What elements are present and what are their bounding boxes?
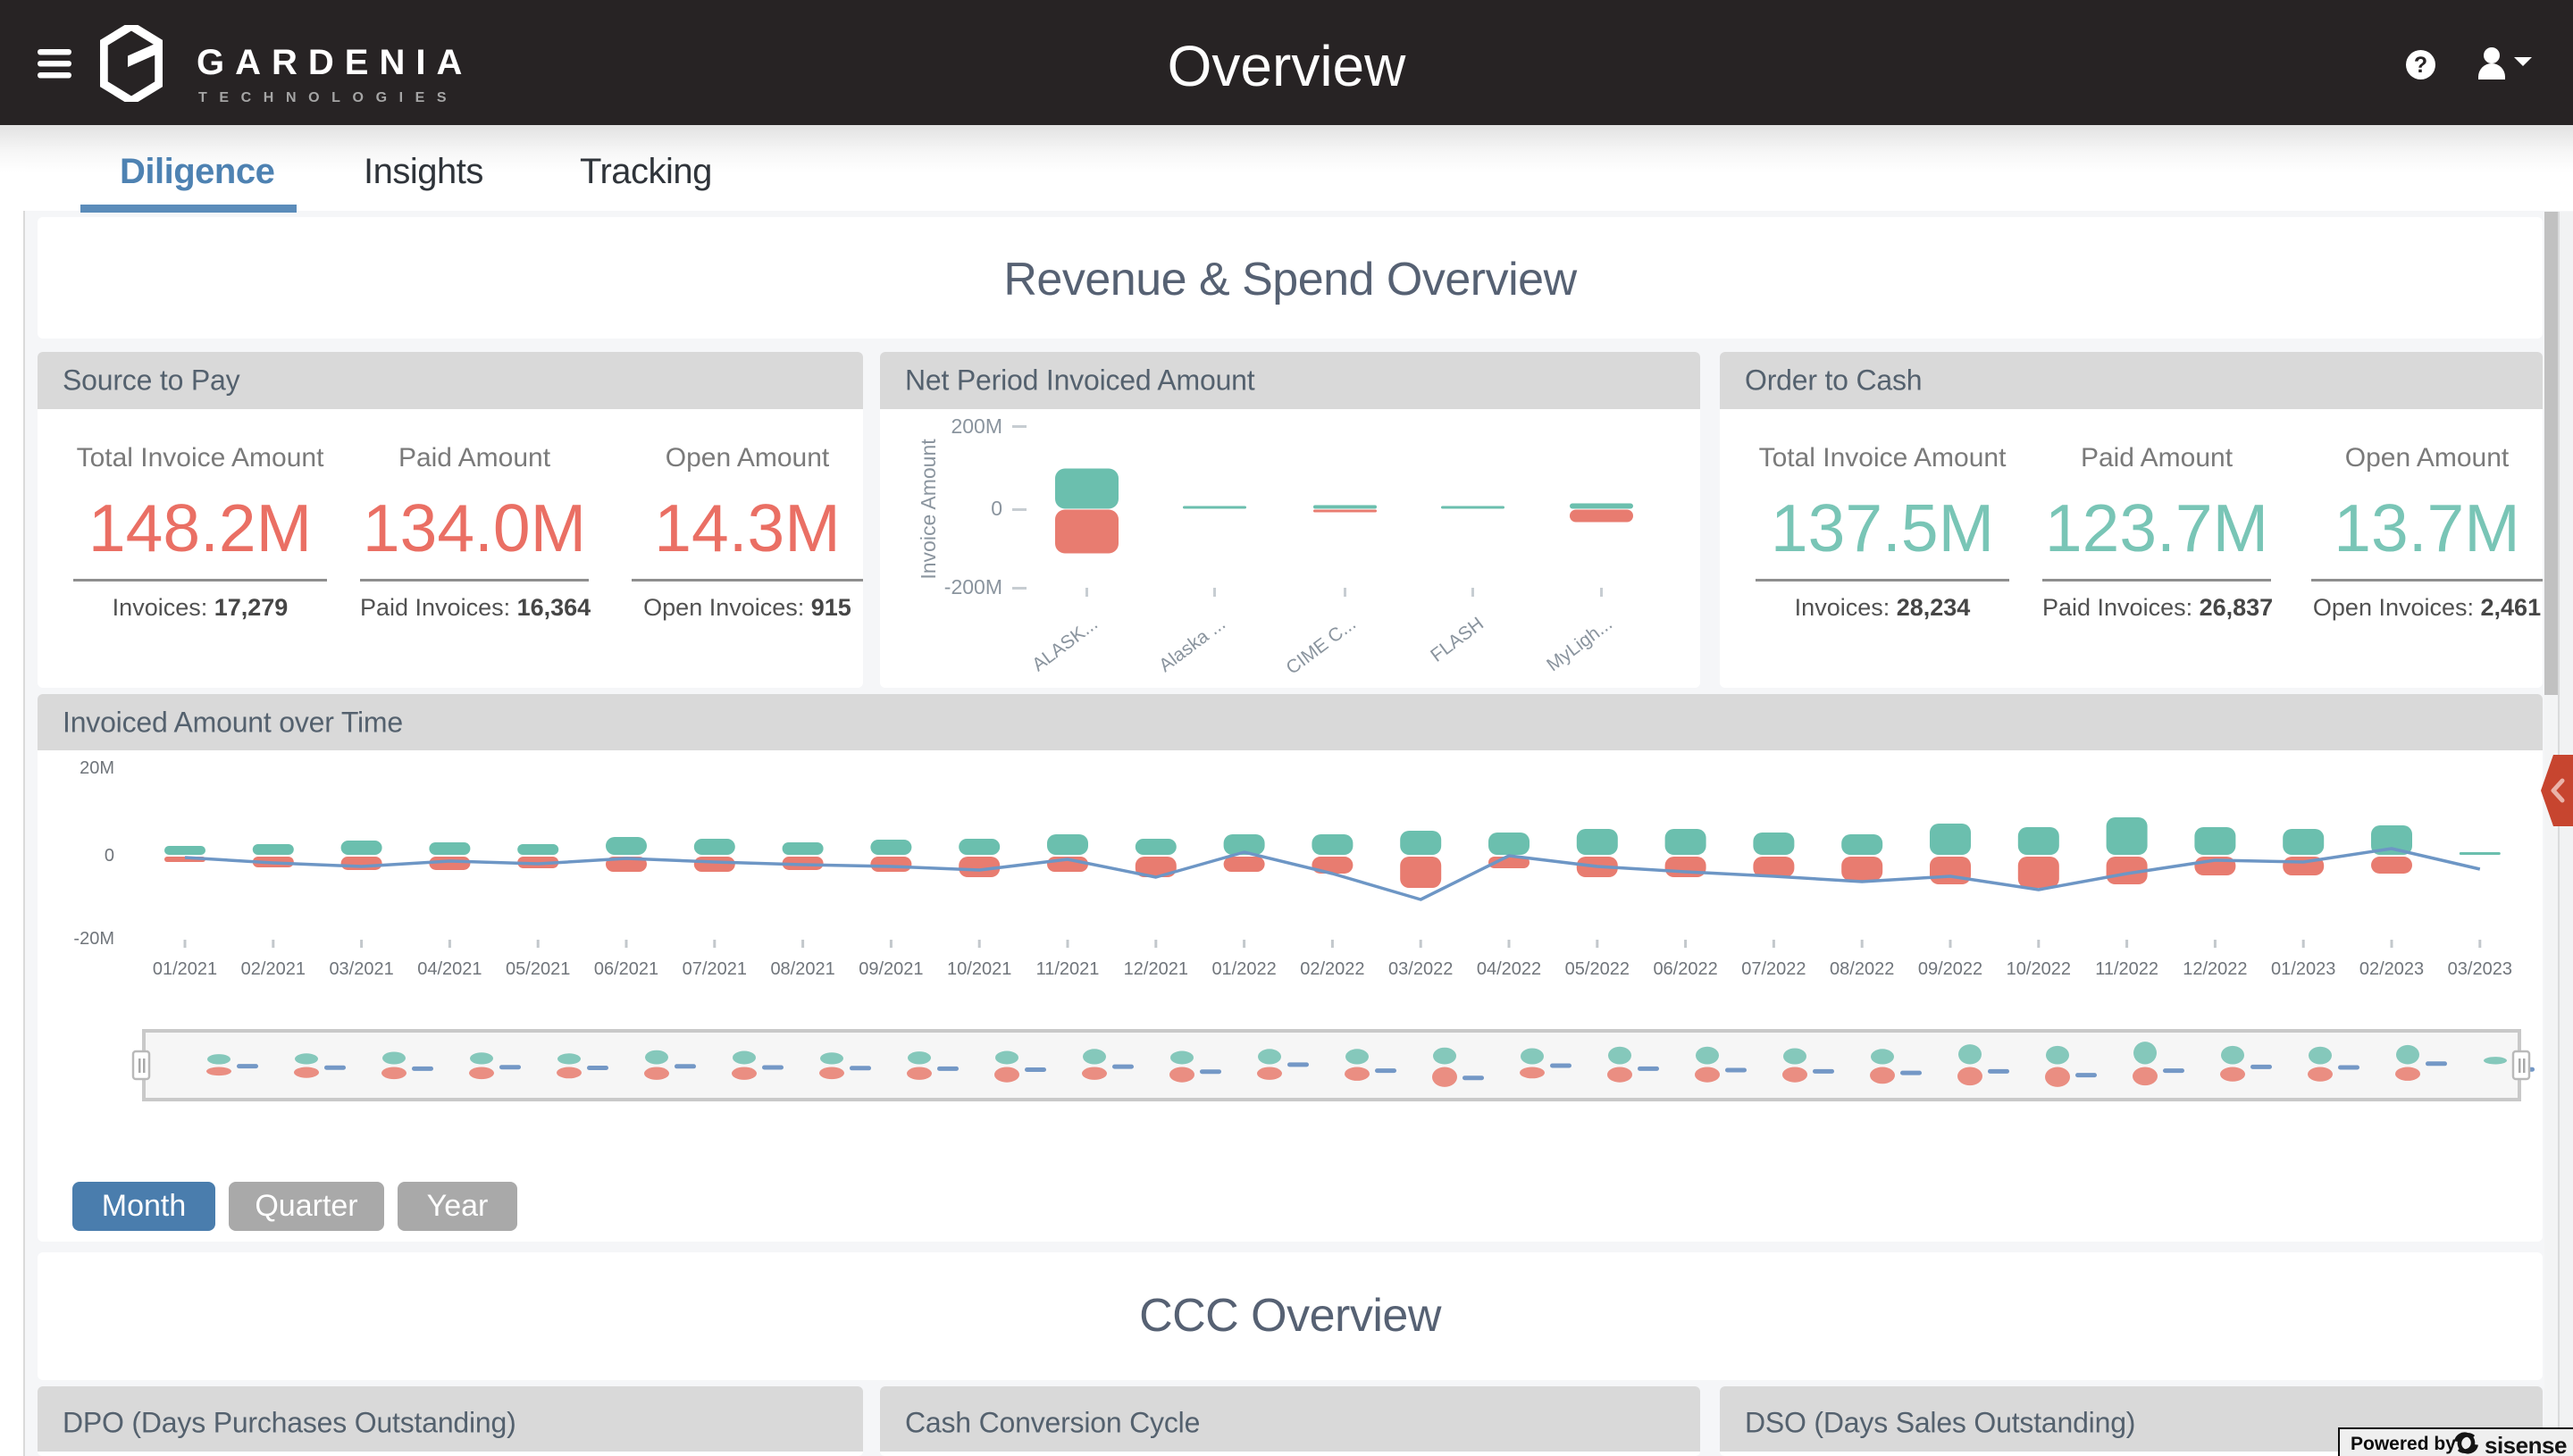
- svg-text:12/2022: 12/2022: [2183, 959, 2247, 979]
- svg-text:FLASH: FLASH: [1427, 614, 1488, 666]
- svg-text:Alaska ...: Alaska ...: [1155, 614, 1229, 676]
- svg-text:11/2022: 11/2022: [2095, 959, 2158, 979]
- svg-text:06/2021: 06/2021: [594, 959, 658, 979]
- svg-text:02/2023: 02/2023: [2359, 959, 2424, 979]
- svg-text:200M: 200M: [951, 414, 1002, 438]
- svg-text:09/2022: 09/2022: [1918, 959, 1982, 979]
- svg-text:08/2022: 08/2022: [1830, 959, 1894, 979]
- svg-text:01/2022: 01/2022: [1211, 959, 1276, 979]
- svg-text:CIME C...: CIME C...: [1282, 614, 1360, 679]
- svg-text:07/2021: 07/2021: [683, 959, 747, 979]
- svg-text:03/2021: 03/2021: [329, 959, 393, 979]
- svg-text:?: ?: [2414, 53, 2427, 78]
- svg-text:20M: 20M: [80, 758, 114, 778]
- svg-text:05/2022: 05/2022: [1565, 959, 1630, 979]
- svg-text:0: 0: [991, 497, 1002, 520]
- svg-text:08/2021: 08/2021: [770, 959, 834, 979]
- svg-text:05/2021: 05/2021: [506, 959, 570, 979]
- svg-text:03/2023: 03/2023: [2448, 959, 2512, 979]
- svg-text:0: 0: [105, 846, 114, 866]
- svg-text:Invoice Amount: Invoice Amount: [917, 439, 940, 580]
- svg-text:-20M: -20M: [73, 929, 114, 949]
- svg-text:-200M: -200M: [944, 575, 1002, 598]
- svg-text:10/2022: 10/2022: [2007, 959, 2071, 979]
- svg-text:02/2022: 02/2022: [1300, 959, 1364, 979]
- svg-text:01/2023: 01/2023: [2271, 959, 2335, 979]
- svg-text:04/2022: 04/2022: [1477, 959, 1541, 979]
- svg-text:10/2021: 10/2021: [947, 959, 1011, 979]
- svg-text:03/2022: 03/2022: [1388, 959, 1453, 979]
- svg-text:04/2021: 04/2021: [417, 959, 482, 979]
- svg-text:01/2021: 01/2021: [153, 959, 217, 979]
- svg-text:12/2021: 12/2021: [1124, 959, 1188, 979]
- svg-text:11/2021: 11/2021: [1036, 959, 1100, 979]
- svg-text:07/2022: 07/2022: [1741, 959, 1806, 979]
- svg-text:09/2021: 09/2021: [859, 959, 923, 979]
- svg-text:MyLigh...: MyLigh...: [1543, 614, 1616, 676]
- svg-text:02/2021: 02/2021: [241, 959, 306, 979]
- svg-text:06/2022: 06/2022: [1653, 959, 1717, 979]
- svg-text:ALASK...: ALASK...: [1028, 614, 1102, 676]
